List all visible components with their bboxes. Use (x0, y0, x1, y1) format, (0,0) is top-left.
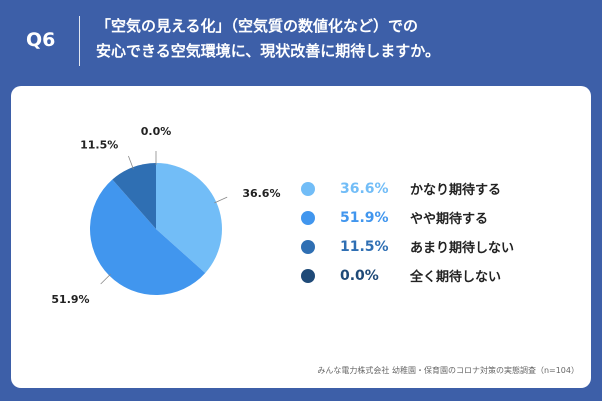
pie-slice-0 (156, 163, 223, 273)
legend-label-2: あまり期待しない (410, 241, 515, 256)
legend-item-2: 11.5% あまり期待しない (301, 232, 514, 261)
legend-swatch-0 (301, 181, 315, 196)
chart-legend: 36.6% かなり期待する 51.9% やや期待する 11.5% あまり期待しな… (301, 174, 514, 290)
brand-logo: みんなエアー (12, 367, 87, 381)
legend-value-2: 11.5% (340, 238, 389, 255)
source-note: みんな電力株式会社 幼稚園・保育園のコロナ対策の実態調査（n=104） (317, 366, 579, 375)
question-title-line1: 「空気の見える化」（空気質の数値化など）での (96, 17, 419, 35)
pie-slice-1 (90, 179, 206, 295)
pie-value-label-3: 0.0% (141, 125, 172, 138)
legend-label-3: 全く期待しない (410, 270, 502, 285)
pie-leader-0 (214, 196, 228, 204)
pie-value-label-2: 11.5% (80, 138, 118, 151)
legend-label-1: やや期待する (410, 212, 489, 227)
question-number: Q6 (26, 29, 56, 51)
legend-swatch-2 (301, 239, 315, 254)
pie-value-label-1: 51.9% (51, 293, 89, 306)
question-title-line2: 安心できる空気環境に、現状改善に期待しますか。 (96, 42, 440, 60)
pie-chart: 36.6% 51.9% 11.5% 0.0% (51, 125, 280, 306)
pie-leader-1 (100, 273, 111, 285)
question-header: Q6 「空気の見える化」（空気質の数値化など）での 安心できる空気環境に、現状改… (0, 0, 602, 82)
pie-leader-2 (128, 155, 134, 170)
legend-swatch-3 (301, 268, 315, 283)
legend-label-0: かなり期待する (410, 183, 502, 198)
legend-value-0: 36.6% (340, 180, 389, 197)
legend-value-1: 51.9% (340, 209, 389, 226)
pie-slice-2 (112, 163, 156, 229)
legend-swatch-1 (301, 210, 315, 225)
chart-card: 36.6% 51.9% 11.5% 0.0% 36.6% かなり期待する 51.9% … (11, 86, 591, 388)
legend-item-0: 36.6% かなり期待する (301, 174, 514, 203)
header-divider (79, 16, 80, 66)
legend-value-3: 0.0% (340, 267, 379, 284)
legend-item-3: 0.0% 全く期待しない (301, 261, 514, 290)
legend-item-1: 51.9% やや期待する (301, 203, 514, 232)
pie-value-label-0: 36.6% (242, 187, 280, 200)
question-title: 「空気の見える化」（空気質の数値化など）での 安心できる空気環境に、現状改善に期… (96, 14, 586, 64)
